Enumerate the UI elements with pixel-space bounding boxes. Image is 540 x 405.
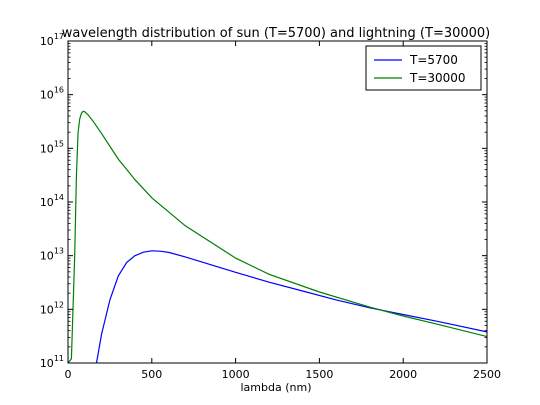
y-axis: 1011 1012 1013 1014 1015 1016 1017	[40, 32, 487, 370]
y-tick-label: 1016	[40, 86, 64, 102]
x-tick-label: 500	[141, 368, 162, 381]
x-tick-label: 1500	[305, 368, 333, 381]
y-tick-label: 1017	[40, 32, 64, 48]
legend-label: T=30000	[409, 71, 466, 85]
legend-box	[365, 45, 482, 91]
y-tick-label: 1012	[40, 300, 64, 316]
y-tick-label: 1015	[40, 139, 64, 155]
x-tick-label: 0	[65, 368, 72, 381]
y-tick-label: 1013	[40, 247, 64, 263]
y-tick-label: 1011	[40, 354, 64, 370]
x-tick-label: 2500	[473, 368, 501, 381]
x-tick-label: 1000	[222, 368, 250, 381]
series-line-0	[95, 250, 487, 363]
y-tick-label: 1014	[40, 193, 64, 209]
x-tick-label: 2000	[389, 368, 417, 381]
chart-title: wavelength distribution of sun (T=5700) …	[62, 26, 491, 41]
series-line-1	[68, 110, 487, 363]
x-axis: 0 500 1000 1500 2000 2500	[65, 41, 501, 381]
legend: T=5700 T=30000	[365, 45, 482, 91]
x-axis-label: lambda (nm)	[241, 381, 312, 394]
legend-label: T=5700	[409, 53, 458, 67]
